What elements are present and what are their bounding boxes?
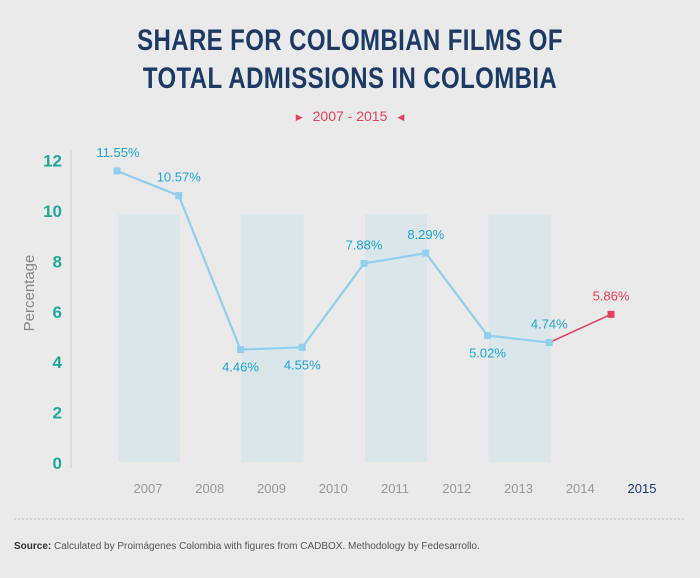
data-label: 11.55% [96,145,140,160]
chart-subtitle: ▶ 2007 - 2015 ◀ [0,107,700,126]
x-tick-label: 2008 [195,481,224,496]
x-tick-label: 2007 [134,481,163,496]
data-label: 4.55% [284,357,321,372]
x-tick-label: 2015 [628,481,657,496]
right-triangle-icon: ▶ [295,112,303,122]
y-tick-label: 10 [43,202,62,221]
series-line-highlight [548,313,612,344]
data-label: 7.88% [346,237,383,252]
y-tick-label: 12 [43,152,62,171]
y-tick-label: 0 [53,454,62,473]
y-tick-label: 6 [53,303,62,322]
data-point [360,259,368,267]
source-note: Source: Calculated by Proimágenes Colomb… [14,541,480,552]
data-point [607,310,615,318]
data-point [484,331,491,339]
title-line-2: TOTAL ADMISSIONS IN COLOMBIA [142,62,558,95]
background-band [241,214,304,462]
data-label: 8.29% [407,227,444,242]
subtitle-text: 2007 - 2015 [312,108,388,124]
chart-title: SHARE FOR COLOMBIAN FILMS OF TOTAL ADMIS… [70,22,630,98]
data-point [422,249,430,257]
left-triangle-icon: ◀ [397,112,405,122]
y-tick-label: 8 [53,252,62,271]
y-axis-title: Percentage [21,255,38,332]
data-label: 4.74% [531,317,568,332]
y-tick-label: 2 [53,404,62,423]
x-tick-label: 2011 [381,481,409,496]
x-tick-label: 2012 [442,481,471,496]
background-band [118,214,180,462]
data-point [298,343,306,351]
x-tick-label: 2014 [566,481,595,496]
x-tick-label: 2010 [319,481,348,496]
source-label: Source: [14,541,52,552]
data-point [237,346,244,354]
source-text: Calculated by Proimágenes Colombia with … [51,541,480,552]
data-label: 5.02% [469,345,506,360]
background-band [365,214,427,462]
data-point [175,192,183,200]
title-line-1: SHARE FOR COLOMBIAN FILMS OF [137,24,563,57]
series-line [116,169,550,351]
data-point [545,339,553,347]
x-tick-label: 2009 [257,481,286,496]
y-tick-label: 4 [53,353,63,372]
data-label: 5.86% [593,288,630,303]
data-point [113,167,121,175]
data-label: 10.57% [157,170,202,185]
data-label: 4.46% [222,360,259,375]
x-tick-label: 2013 [504,481,533,496]
